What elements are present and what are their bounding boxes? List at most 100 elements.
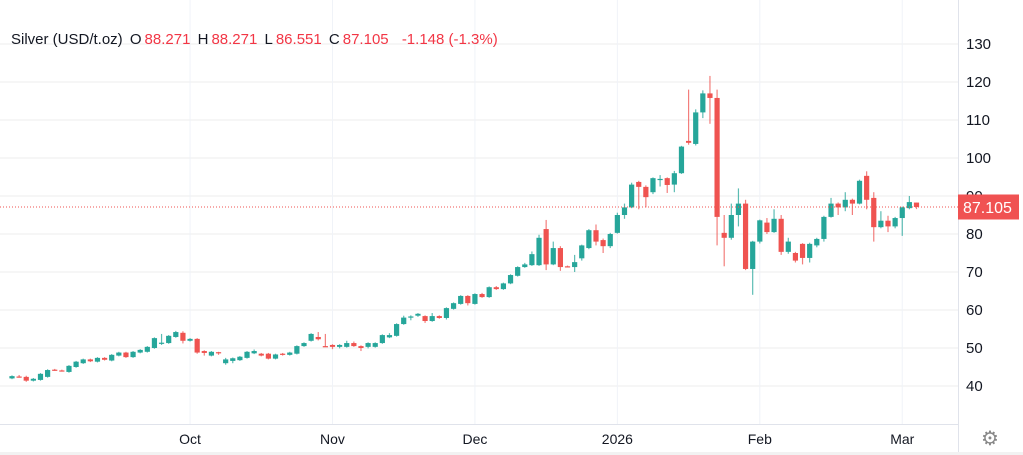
candle-body — [436, 316, 442, 318]
open-value: 88.271 — [144, 31, 191, 48]
candle-up — [515, 266, 521, 277]
candle-up — [472, 293, 478, 305]
candle-down — [714, 89, 720, 246]
candle-body — [864, 175, 870, 200]
candle-body — [280, 353, 286, 355]
price-tick-label: 50 — [966, 340, 983, 357]
candle-body — [294, 346, 300, 354]
candle-body — [842, 199, 848, 208]
candle-body — [215, 352, 222, 354]
candle-body — [849, 199, 855, 204]
ohlc-legend: Silver (USD/t.oz) O 88.271 H 88.271 L 86.55… — [11, 31, 501, 48]
candle-body — [607, 234, 613, 247]
candle-down — [564, 265, 571, 268]
candle-body — [180, 332, 186, 341]
candle-up — [109, 354, 115, 362]
candle-body — [707, 93, 713, 98]
candle-up — [301, 342, 307, 347]
candle-up — [629, 182, 635, 209]
time-tick-label: Dec — [462, 431, 487, 447]
candle-up — [450, 302, 457, 310]
candle-body — [735, 203, 742, 215]
candle-up — [807, 242, 813, 263]
candle-body — [109, 354, 115, 361]
candle-down — [315, 332, 321, 341]
candle-up — [657, 175, 663, 187]
candle-body — [479, 294, 485, 298]
candle-body — [166, 335, 172, 344]
price-tick-label: 110 — [966, 112, 990, 129]
candle-down — [322, 333, 328, 348]
candle-up — [223, 357, 229, 365]
candle-down — [59, 369, 65, 372]
candle-up — [415, 313, 421, 317]
time-tick-label: Mar — [890, 431, 914, 447]
candle-body — [9, 376, 15, 379]
close-label: C — [328, 31, 340, 48]
candle-up — [230, 357, 236, 364]
candle-up — [386, 333, 393, 339]
candle-down — [280, 352, 286, 356]
candle-body — [664, 178, 670, 185]
gear-icon[interactable]: ⚙ — [981, 428, 999, 450]
candle-body — [429, 316, 435, 322]
candle-up — [244, 351, 250, 359]
candle-up — [607, 232, 613, 249]
bottom-strip — [0, 452, 1023, 455]
candle-body — [693, 112, 699, 144]
candle-body — [878, 220, 884, 228]
candle-down — [479, 292, 485, 298]
high-label: H — [197, 31, 209, 48]
candle-body — [636, 181, 642, 187]
candle-down — [885, 215, 891, 233]
candle-up — [671, 170, 677, 193]
candle-body — [116, 352, 122, 356]
candle-down — [636, 180, 642, 210]
candle-up — [771, 209, 777, 233]
candle-up — [892, 216, 898, 229]
candle-up — [37, 373, 44, 381]
candle-down — [358, 345, 364, 352]
candle-body — [393, 324, 400, 336]
candle-body — [23, 376, 29, 381]
candle-down — [123, 351, 129, 358]
candle-up — [828, 197, 834, 218]
candle-body — [764, 222, 770, 233]
time-axis[interactable]: Oct Nov Dec 2026 Feb Mar — [179, 431, 914, 447]
candle-body — [66, 365, 72, 372]
price-tick-label: 40 — [966, 378, 983, 395]
candle-body — [629, 184, 635, 208]
candle-up — [486, 286, 492, 298]
candle-body — [379, 335, 385, 344]
time-tick-label: 2026 — [602, 431, 633, 447]
candle-up — [842, 192, 848, 212]
candle-down — [215, 351, 222, 355]
candle-body — [536, 237, 542, 266]
candle-up — [614, 212, 620, 234]
candle-up — [700, 90, 706, 119]
candle-down — [593, 224, 599, 246]
candle-body — [59, 370, 65, 372]
candle-body — [365, 343, 371, 347]
candle-body — [700, 93, 706, 113]
candle-body — [557, 248, 563, 268]
candle-body — [543, 229, 549, 265]
candle-body — [372, 343, 378, 347]
candle-up — [621, 203, 628, 219]
candle-body — [913, 202, 920, 208]
candle-up — [856, 179, 863, 205]
candle-body — [187, 338, 193, 341]
candle-down — [792, 251, 799, 263]
price-tick-label: 100 — [966, 150, 991, 167]
candle-body — [130, 351, 136, 358]
candle-body — [415, 313, 421, 316]
candle-up — [137, 349, 143, 354]
candle-body — [564, 266, 571, 268]
candle-up — [272, 353, 279, 360]
price-axis[interactable]: 40506070809010011012013087.105 — [958, 36, 1019, 395]
candle-body — [550, 248, 556, 265]
candle-body — [586, 230, 592, 249]
candle-body — [45, 370, 51, 377]
